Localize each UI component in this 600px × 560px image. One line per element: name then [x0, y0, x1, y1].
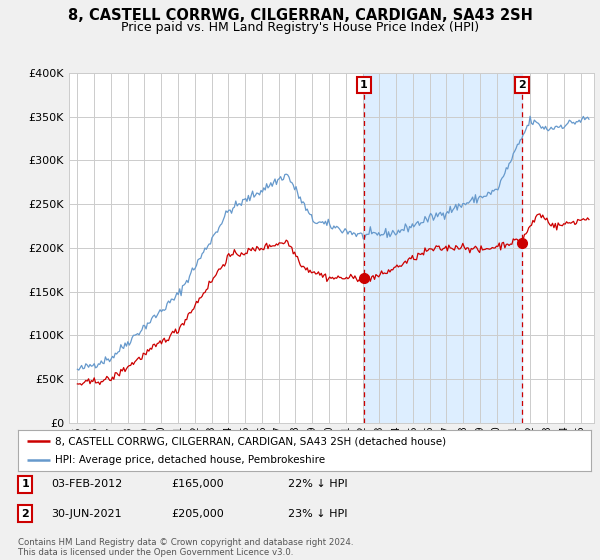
Text: 8, CASTELL CORRWG, CILGERRAN, CARDIGAN, SA43 2SH: 8, CASTELL CORRWG, CILGERRAN, CARDIGAN, …	[68, 8, 532, 24]
Text: 1: 1	[22, 479, 29, 489]
Text: 03-FEB-2012: 03-FEB-2012	[51, 479, 122, 489]
Text: 22% ↓ HPI: 22% ↓ HPI	[288, 479, 347, 489]
Text: £205,000: £205,000	[171, 508, 224, 519]
Bar	[364, 73, 522, 423]
Text: HPI: Average price, detached house, Pembrokeshire: HPI: Average price, detached house, Pemb…	[55, 455, 325, 465]
Text: £165,000: £165,000	[171, 479, 224, 489]
Text: 2: 2	[518, 80, 526, 90]
Text: 2: 2	[22, 508, 29, 519]
Text: 30-JUN-2021: 30-JUN-2021	[51, 508, 122, 519]
Text: Contains HM Land Registry data © Crown copyright and database right 2024.
This d: Contains HM Land Registry data © Crown c…	[18, 538, 353, 557]
Text: 23% ↓ HPI: 23% ↓ HPI	[288, 508, 347, 519]
Text: 8, CASTELL CORRWG, CILGERRAN, CARDIGAN, SA43 2SH (detached house): 8, CASTELL CORRWG, CILGERRAN, CARDIGAN, …	[55, 436, 446, 446]
Text: 1: 1	[360, 80, 368, 90]
Text: Price paid vs. HM Land Registry's House Price Index (HPI): Price paid vs. HM Land Registry's House …	[121, 21, 479, 34]
